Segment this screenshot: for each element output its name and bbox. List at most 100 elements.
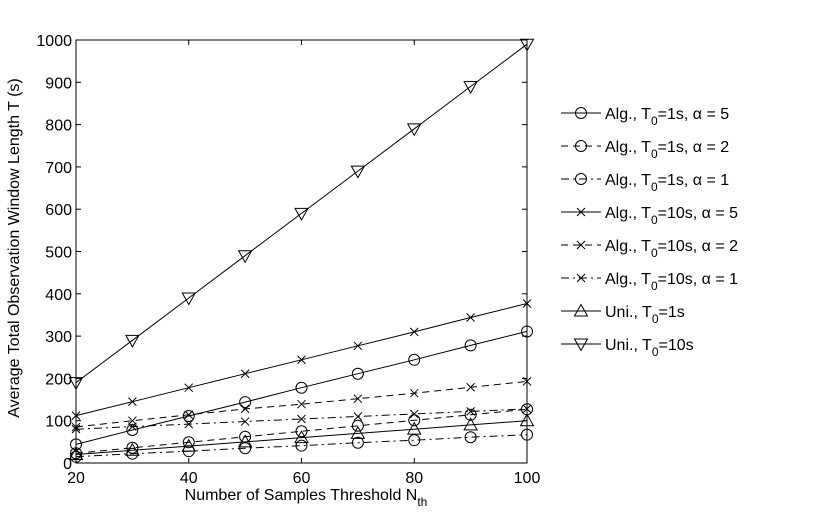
data-point — [125, 334, 140, 348]
data-point — [128, 397, 137, 407]
data-point — [237, 250, 253, 264]
y-tick-label: 100 — [45, 414, 72, 431]
series-line — [75, 380, 528, 428]
data-point — [522, 299, 532, 308]
series-line — [75, 408, 528, 454]
data-point — [353, 412, 363, 421]
plot-area — [75, 39, 528, 464]
legend-item: Uni., T0=1s — [561, 303, 685, 326]
legend-item: Alg., T0=1s, α = 1 — [561, 172, 729, 194]
series-8 — [68, 38, 535, 391]
legend-item: Alg., T0=10s, α = 5 — [561, 205, 738, 227]
x-axis-title-main: Number of Samples Threshold N — [185, 487, 418, 504]
data-point — [294, 430, 309, 444]
legend-label: Uni., T0=10s — [605, 337, 694, 359]
x-tick-label: 100 — [514, 470, 541, 487]
data-point — [466, 407, 475, 416]
data-point — [239, 442, 252, 455]
axes-layer: 20 40 60 80 10001002003004005006007008009001… — [36, 33, 540, 487]
data-point — [350, 425, 366, 439]
data-point — [466, 382, 475, 392]
data-point — [237, 434, 253, 448]
data-point — [295, 439, 308, 452]
data-point — [71, 411, 81, 420]
data-point — [409, 409, 419, 419]
data-point — [466, 313, 475, 322]
y-tick-label: 1000 — [36, 33, 72, 50]
data-point — [184, 410, 194, 420]
legend-item: Alg., T0=10s, α = 1 — [561, 271, 738, 293]
x-tick-label: 20 — [67, 470, 85, 487]
data-point — [295, 381, 308, 394]
data-point — [406, 421, 422, 435]
x-tick-label: 40 — [180, 470, 198, 487]
data-point — [297, 399, 306, 409]
data-point — [240, 369, 250, 379]
legend-marker — [573, 303, 589, 317]
data-point — [128, 422, 137, 431]
data-point — [408, 414, 421, 427]
series-line — [75, 434, 528, 458]
data-point — [350, 165, 366, 179]
legend-item: Alg., T0=1s, α = 2 — [561, 139, 729, 161]
data-point — [521, 428, 533, 441]
legend-marker — [576, 240, 586, 250]
legend-item: Alg., T0=1s, α = 5 — [561, 106, 729, 128]
data-point — [522, 404, 532, 414]
data-point — [464, 431, 477, 444]
data-point — [297, 355, 306, 365]
series-5 — [71, 377, 532, 432]
legend-label: Uni., T0=1s — [605, 304, 685, 326]
data-point — [519, 413, 535, 427]
data-point — [464, 408, 477, 421]
legend-label: Alg., T0=10s, α = 1 — [605, 271, 738, 293]
legend-marker — [575, 173, 587, 185]
data-point — [519, 38, 535, 52]
data-point — [181, 438, 197, 452]
data-point — [181, 292, 197, 306]
data-point — [70, 438, 82, 451]
data-point — [409, 327, 419, 337]
data-point — [126, 424, 139, 437]
y-tick-label: 0 — [63, 456, 72, 473]
legend-label: Alg., T0=10s, α = 5 — [605, 205, 738, 227]
legend-marker — [576, 207, 586, 217]
data-point — [353, 394, 363, 404]
legend-label: Alg., T0=1s, α = 5 — [605, 106, 729, 128]
x-axis-title: Number of Samples Threshold Nth — [185, 487, 428, 509]
y-tick-label: 500 — [45, 245, 72, 262]
data-point — [351, 367, 364, 380]
legend-label: Alg., T0=1s, α = 1 — [605, 172, 729, 194]
data-point — [240, 417, 250, 426]
plot-frame — [75, 39, 528, 464]
data-point — [297, 414, 306, 424]
y-tick-label: 800 — [45, 118, 72, 135]
y-tick-label: 200 — [45, 371, 72, 388]
data-point — [409, 388, 419, 398]
legend-label: Alg., T0=1s, α = 2 — [605, 139, 729, 161]
data-point — [408, 353, 421, 366]
x-tick-label: 60 — [293, 470, 311, 487]
data-point — [294, 207, 309, 221]
series-layer — [68, 38, 535, 463]
data-point — [184, 383, 194, 393]
legend-marker — [573, 338, 589, 352]
series-line — [75, 420, 528, 455]
data-point — [295, 425, 308, 438]
data-point — [71, 424, 81, 434]
x-tick-label: 80 — [405, 470, 423, 487]
data-point — [521, 325, 533, 338]
data-point — [353, 341, 363, 351]
y-tick-label: 900 — [45, 75, 72, 92]
data-point — [240, 404, 250, 414]
series-6 — [71, 404, 532, 434]
data-point — [239, 396, 252, 409]
legend-marker — [575, 140, 587, 152]
series-4 — [71, 299, 532, 420]
data-point — [463, 81, 478, 95]
data-point — [125, 442, 140, 456]
data-point — [184, 419, 194, 429]
data-point — [71, 422, 81, 432]
series-line — [75, 408, 528, 430]
